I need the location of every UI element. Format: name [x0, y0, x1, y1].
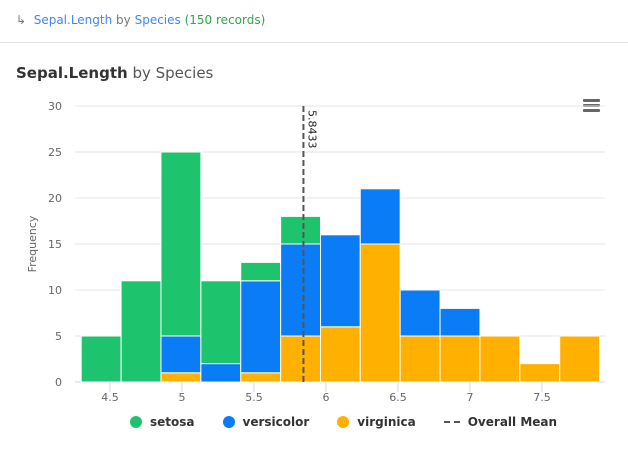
bar-virginica: [439, 335, 481, 383]
group-link[interactable]: Species: [134, 13, 181, 27]
y-tick-label: 30: [48, 100, 62, 113]
bar-versicolor: [439, 307, 481, 337]
bar-versicolor: [359, 188, 401, 245]
bar-setosa: [280, 215, 322, 245]
y-tick-label: 15: [48, 238, 62, 251]
circle-icon: [337, 416, 350, 428]
x-tick-label: 6.5: [389, 391, 407, 404]
y-tick-label: 0: [55, 376, 62, 389]
legend-virginica[interactable]: virginica: [337, 415, 416, 429]
y-axis-label: Frequency: [26, 215, 39, 272]
circle-icon: [222, 416, 235, 428]
bar-virginica: [280, 335, 322, 383]
y-tick-label: 5: [55, 330, 62, 343]
x-tick-label: 7: [467, 391, 474, 404]
breadcrumb: ↳ Sepal.Length by Species (150 records): [16, 13, 265, 27]
x-tick-label: 4.5: [101, 391, 119, 404]
legend-overall-mean[interactable]: Overall Mean: [443, 415, 557, 429]
mean-label: 5.8433: [305, 110, 318, 149]
legend-versicolor[interactable]: versicolor: [222, 415, 309, 429]
bar-virginica: [559, 335, 601, 383]
bar-versicolor: [200, 363, 242, 383]
field-link[interactable]: Sepal.Length: [33, 13, 113, 27]
circle-icon: [130, 416, 142, 428]
bar-setosa: [120, 280, 162, 383]
x-tick-label: 5: [179, 391, 186, 404]
bar-setosa: [240, 261, 282, 282]
chart-title: Sepal.Length by Species: [16, 64, 214, 82]
legend: setosa versicolor virginica Overall Mean: [130, 415, 585, 429]
bar-virginica: [240, 372, 282, 383]
bar-virginica: [519, 363, 561, 383]
x-tick-label: 7.5: [533, 391, 551, 404]
bar-virginica: [320, 326, 361, 383]
bar-setosa: [200, 280, 242, 365]
bar-setosa: [160, 151, 202, 337]
bar-virginica: [359, 243, 401, 383]
bar-virginica: [399, 335, 441, 383]
bar-versicolor: [320, 234, 361, 328]
bar-versicolor: [280, 243, 322, 337]
bar-virginica: [160, 372, 202, 383]
dashed-line-icon: [443, 421, 460, 423]
bar-versicolor: [240, 280, 282, 374]
legend-setosa[interactable]: setosa: [130, 415, 195, 429]
bar-versicolor: [160, 335, 202, 374]
y-tick-label: 25: [48, 146, 62, 159]
record-count: (150 records): [184, 13, 266, 27]
divider: [0, 42, 628, 43]
by-text: by: [116, 13, 131, 27]
bar-virginica: [479, 335, 521, 383]
y-tick-label: 10: [48, 284, 62, 297]
x-tick-label: 5.5: [245, 391, 263, 404]
x-tick-label: 6: [323, 391, 330, 404]
bar-versicolor: [399, 289, 441, 337]
y-tick-label: 20: [48, 192, 62, 205]
return-arrow-icon: ↳: [16, 13, 27, 27]
bar-setosa: [80, 335, 122, 383]
